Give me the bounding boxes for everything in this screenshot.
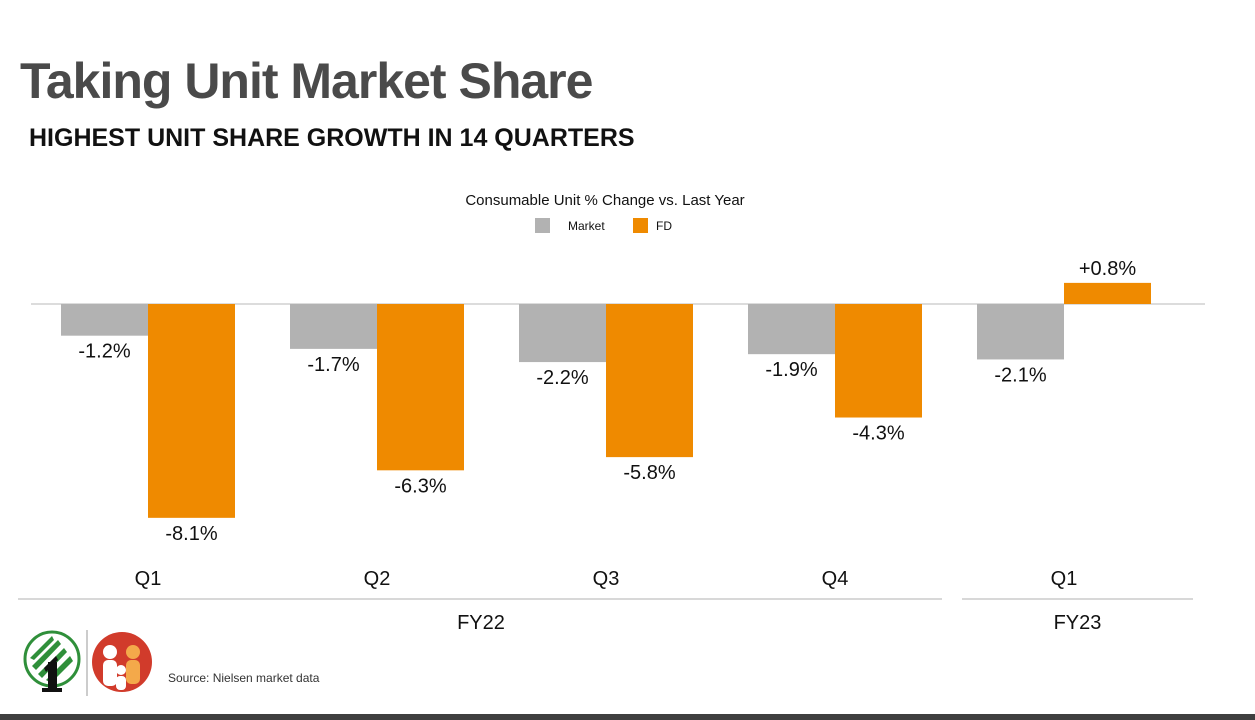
dollar-tree-logo xyxy=(23,630,81,692)
bar-fd-0 xyxy=(148,304,235,518)
bar-fd-4 xyxy=(1064,282,1151,304)
data-label-market-0: -1.2% xyxy=(78,341,130,363)
bar-market-0 xyxy=(61,304,148,336)
data-label-market-2: -2.2% xyxy=(536,367,588,389)
bar-market-2 xyxy=(519,304,606,363)
data-label-market-4: -2.1% xyxy=(994,364,1046,386)
bar-fd-3 xyxy=(835,304,922,418)
legend-label-fd: FD xyxy=(656,219,672,233)
category-label-2: Q3 xyxy=(593,568,620,590)
source-note: Source: Nielsen market data xyxy=(168,671,320,685)
legend-swatch-market xyxy=(535,218,550,233)
data-label-market-1: -1.7% xyxy=(307,354,359,376)
category-label-1: Q2 xyxy=(364,568,391,590)
category-label-0: Q1 xyxy=(135,568,162,590)
bar-market-1 xyxy=(290,304,377,349)
footer-bar xyxy=(0,714,1255,720)
group-label-fy22: FY22 xyxy=(457,612,505,634)
bar-chart: Consumable Unit % Change vs. Last Year Ma… xyxy=(18,192,1205,634)
data-label-fd-1: -6.3% xyxy=(394,475,446,497)
bar-market-4 xyxy=(977,304,1064,360)
chart-title: Consumable Unit % Change vs. Last Year xyxy=(465,192,744,209)
category-label-4: Q1 xyxy=(1051,568,1078,590)
data-label-fd-3: -4.3% xyxy=(852,423,904,445)
page-title: Taking Unit Market Share xyxy=(20,53,593,109)
data-label-fd-0: -8.1% xyxy=(165,523,217,545)
bar-fd-1 xyxy=(377,304,464,471)
legend-swatch-fd xyxy=(633,218,648,233)
category-label-3: Q4 xyxy=(822,568,849,590)
bar-fd-2 xyxy=(606,304,693,458)
bar-market-3 xyxy=(748,304,835,355)
company-logos xyxy=(20,628,155,703)
legend-label-market: Market xyxy=(568,219,605,233)
page-subtitle: HIGHEST UNIT SHARE GROWTH IN 14 QUARTERS xyxy=(29,124,635,152)
family-logo xyxy=(92,632,152,692)
data-label-fd-4: +0.8% xyxy=(1079,258,1136,280)
group-label-fy23: FY23 xyxy=(1054,612,1102,634)
data-label-fd-2: -5.8% xyxy=(623,462,675,484)
data-label-market-3: -1.9% xyxy=(765,359,817,381)
